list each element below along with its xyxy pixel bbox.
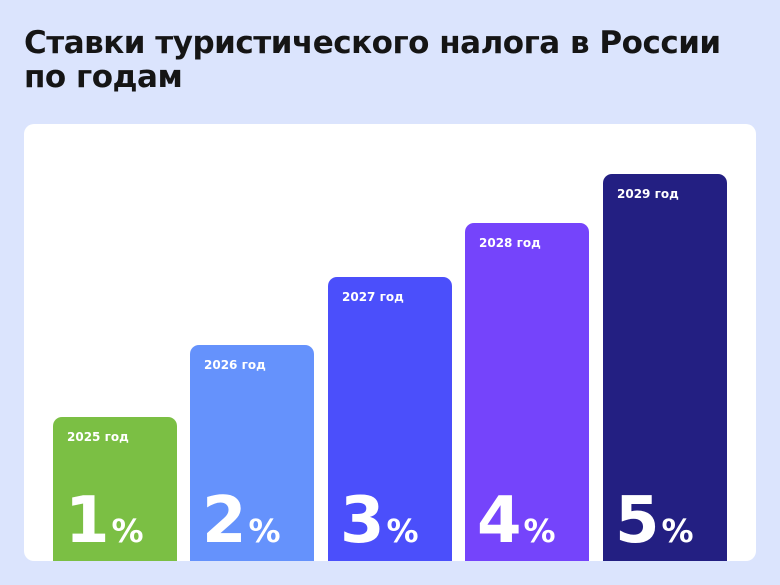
- bar-year-label: 2029 год: [617, 187, 679, 201]
- bar-value-unit: %: [248, 512, 281, 550]
- bar-value-unit: %: [111, 512, 144, 550]
- bar-2026: 2026 год 2%: [190, 345, 314, 561]
- chart-card: 2025 год 1% 2026 год 2% 2027 год 3% 2028…: [24, 124, 756, 561]
- bar-2027: 2027 год 3%: [328, 277, 452, 561]
- bar-value: 4%: [477, 489, 556, 553]
- bar-value-unit: %: [386, 512, 419, 550]
- bar-value-number: 4: [477, 484, 522, 558]
- bar-year-label: 2025 год: [67, 430, 129, 444]
- bar-value: 2%: [202, 489, 281, 553]
- bar-value-number: 5: [615, 484, 660, 558]
- bar-2025: 2025 год 1%: [53, 417, 177, 561]
- bar-year-label: 2028 год: [479, 236, 541, 250]
- bar-value: 3%: [340, 489, 419, 553]
- bar-year-label: 2026 год: [204, 358, 266, 372]
- bar-2028: 2028 год 4%: [465, 223, 589, 561]
- bar-value: 1%: [65, 489, 144, 553]
- bar-value-number: 2: [202, 484, 247, 558]
- bar-value-number: 3: [340, 484, 385, 558]
- bar-2029: 2029 год 5%: [603, 174, 727, 561]
- bar-value-unit: %: [523, 512, 556, 550]
- bar-value: 5%: [615, 489, 694, 553]
- bar-year-label: 2027 год: [342, 290, 404, 304]
- chart-title: Ставки туристического налога в России по…: [24, 25, 721, 95]
- bar-value-number: 1: [65, 484, 110, 558]
- bar-value-unit: %: [661, 512, 694, 550]
